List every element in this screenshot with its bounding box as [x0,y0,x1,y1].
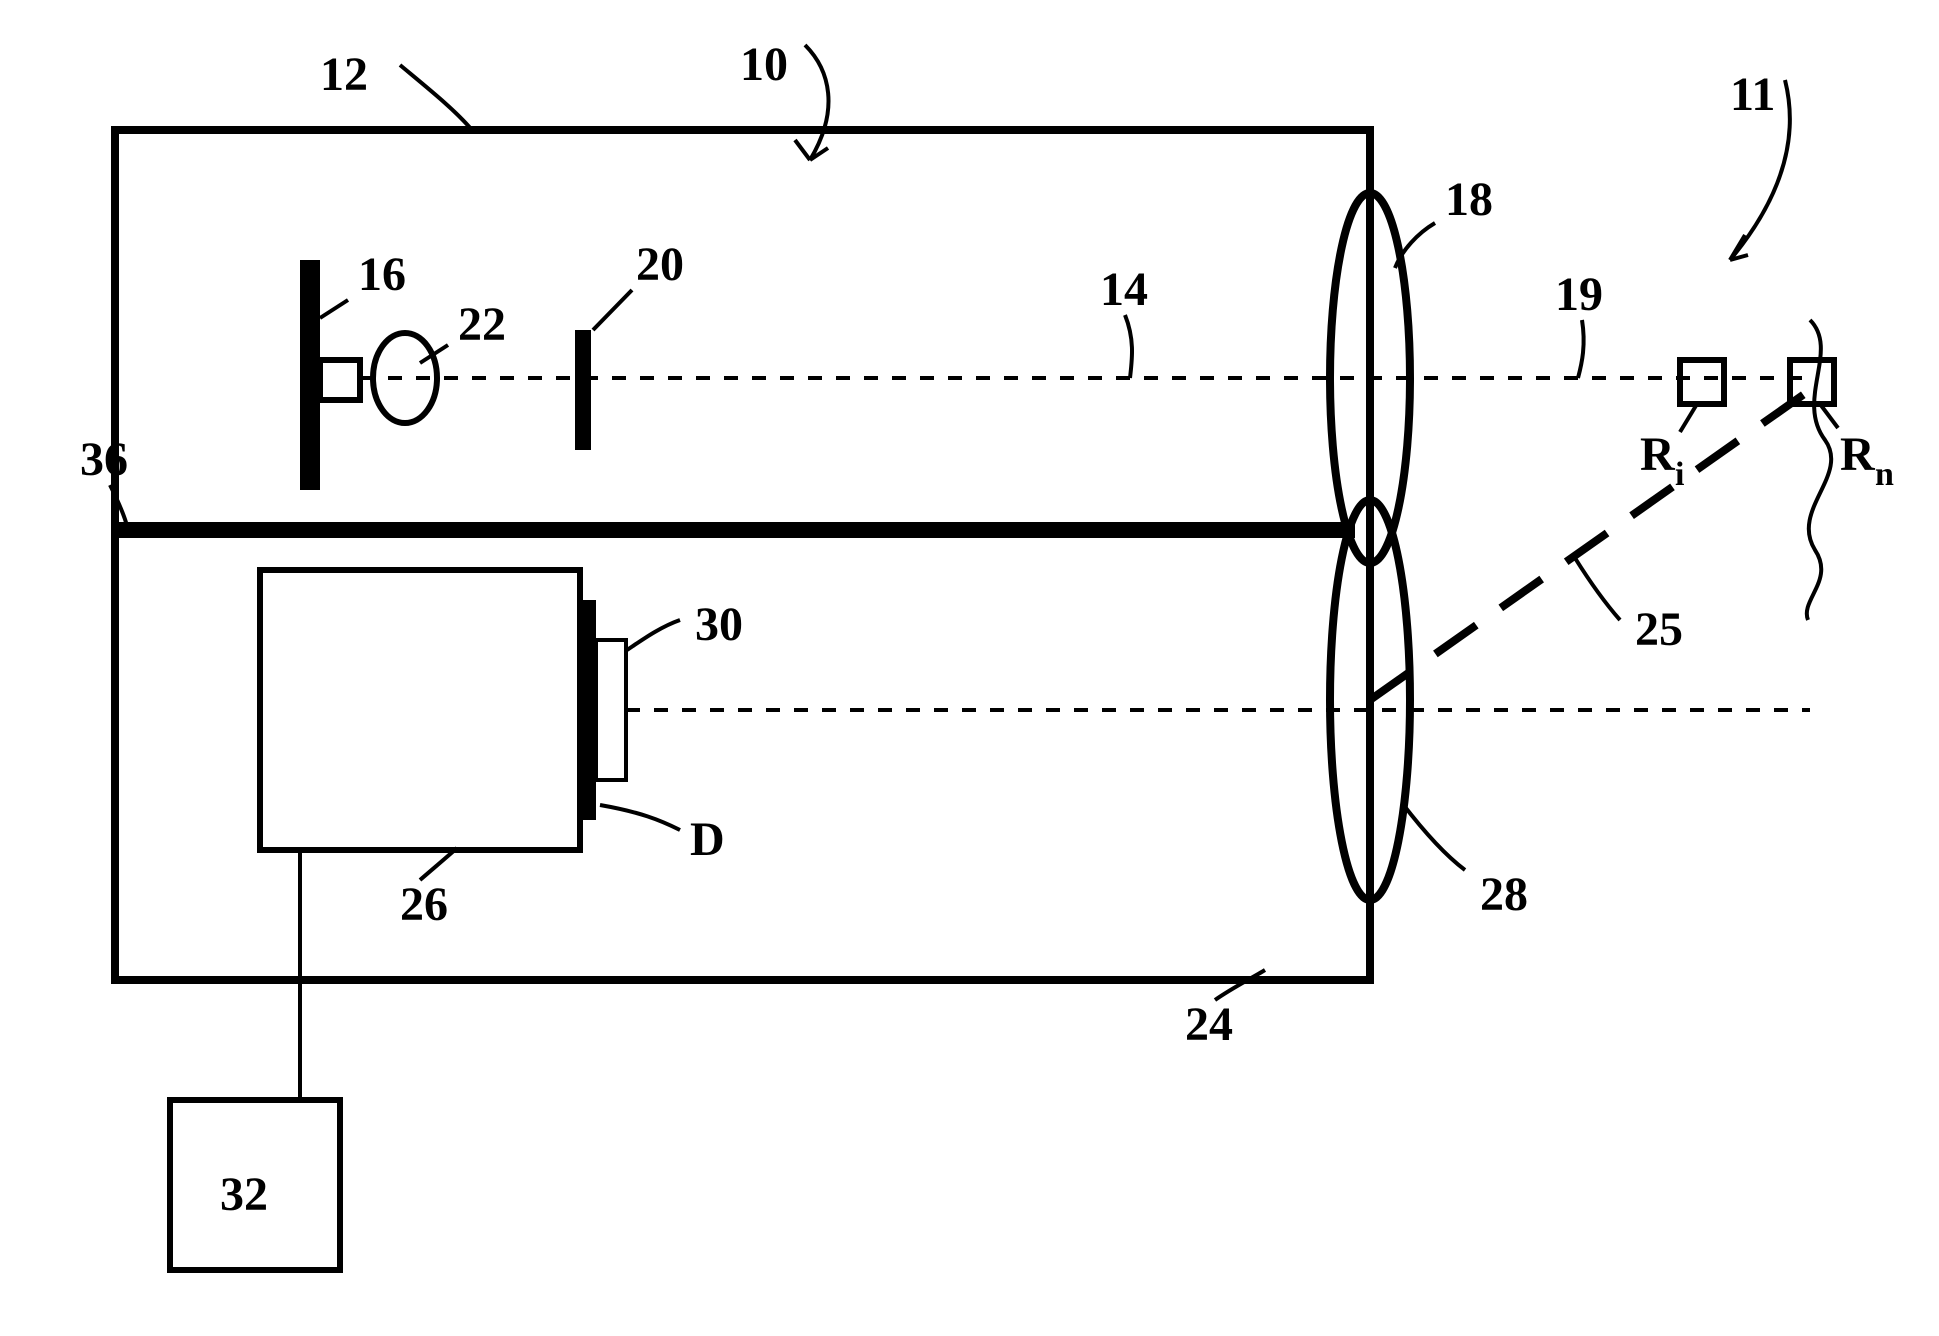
label-19: 19 [1555,268,1603,321]
aperture-20 [575,330,591,450]
label-32: 32 [220,1168,268,1221]
label-Rn: R [1840,428,1876,481]
label-25: 25 [1635,603,1683,656]
detector-box-26 [260,570,580,850]
sensor-30 [596,640,626,780]
label-24: 24 [1185,998,1233,1051]
label-22: 22 [458,298,506,351]
label-16: 16 [358,248,406,301]
label-18: 18 [1445,173,1493,226]
target-Ri [1680,360,1724,404]
label-20: 20 [636,238,684,291]
label-30: 30 [695,598,743,651]
label-36: 36 [80,433,128,486]
squiggle-11 [1807,320,1831,620]
label-Ri: R [1640,428,1676,481]
source-emitter [320,360,360,400]
label-12: 12 [320,48,368,101]
label-D: D [690,813,725,866]
label-Rn-sub: n [1875,456,1894,493]
label-Ri-sub: i [1675,456,1684,493]
label-26: 26 [400,878,448,931]
label-11: 11 [1730,68,1775,121]
label-14: 14 [1100,263,1148,316]
labels: 10 11 12 14 16 18 19 20 22 24 25 26 28 3… [80,38,1894,1221]
label-28: 28 [1480,868,1528,921]
label-10: 10 [740,38,788,91]
return-ray-25 [1370,390,1810,700]
filter-bar-D [580,600,596,820]
